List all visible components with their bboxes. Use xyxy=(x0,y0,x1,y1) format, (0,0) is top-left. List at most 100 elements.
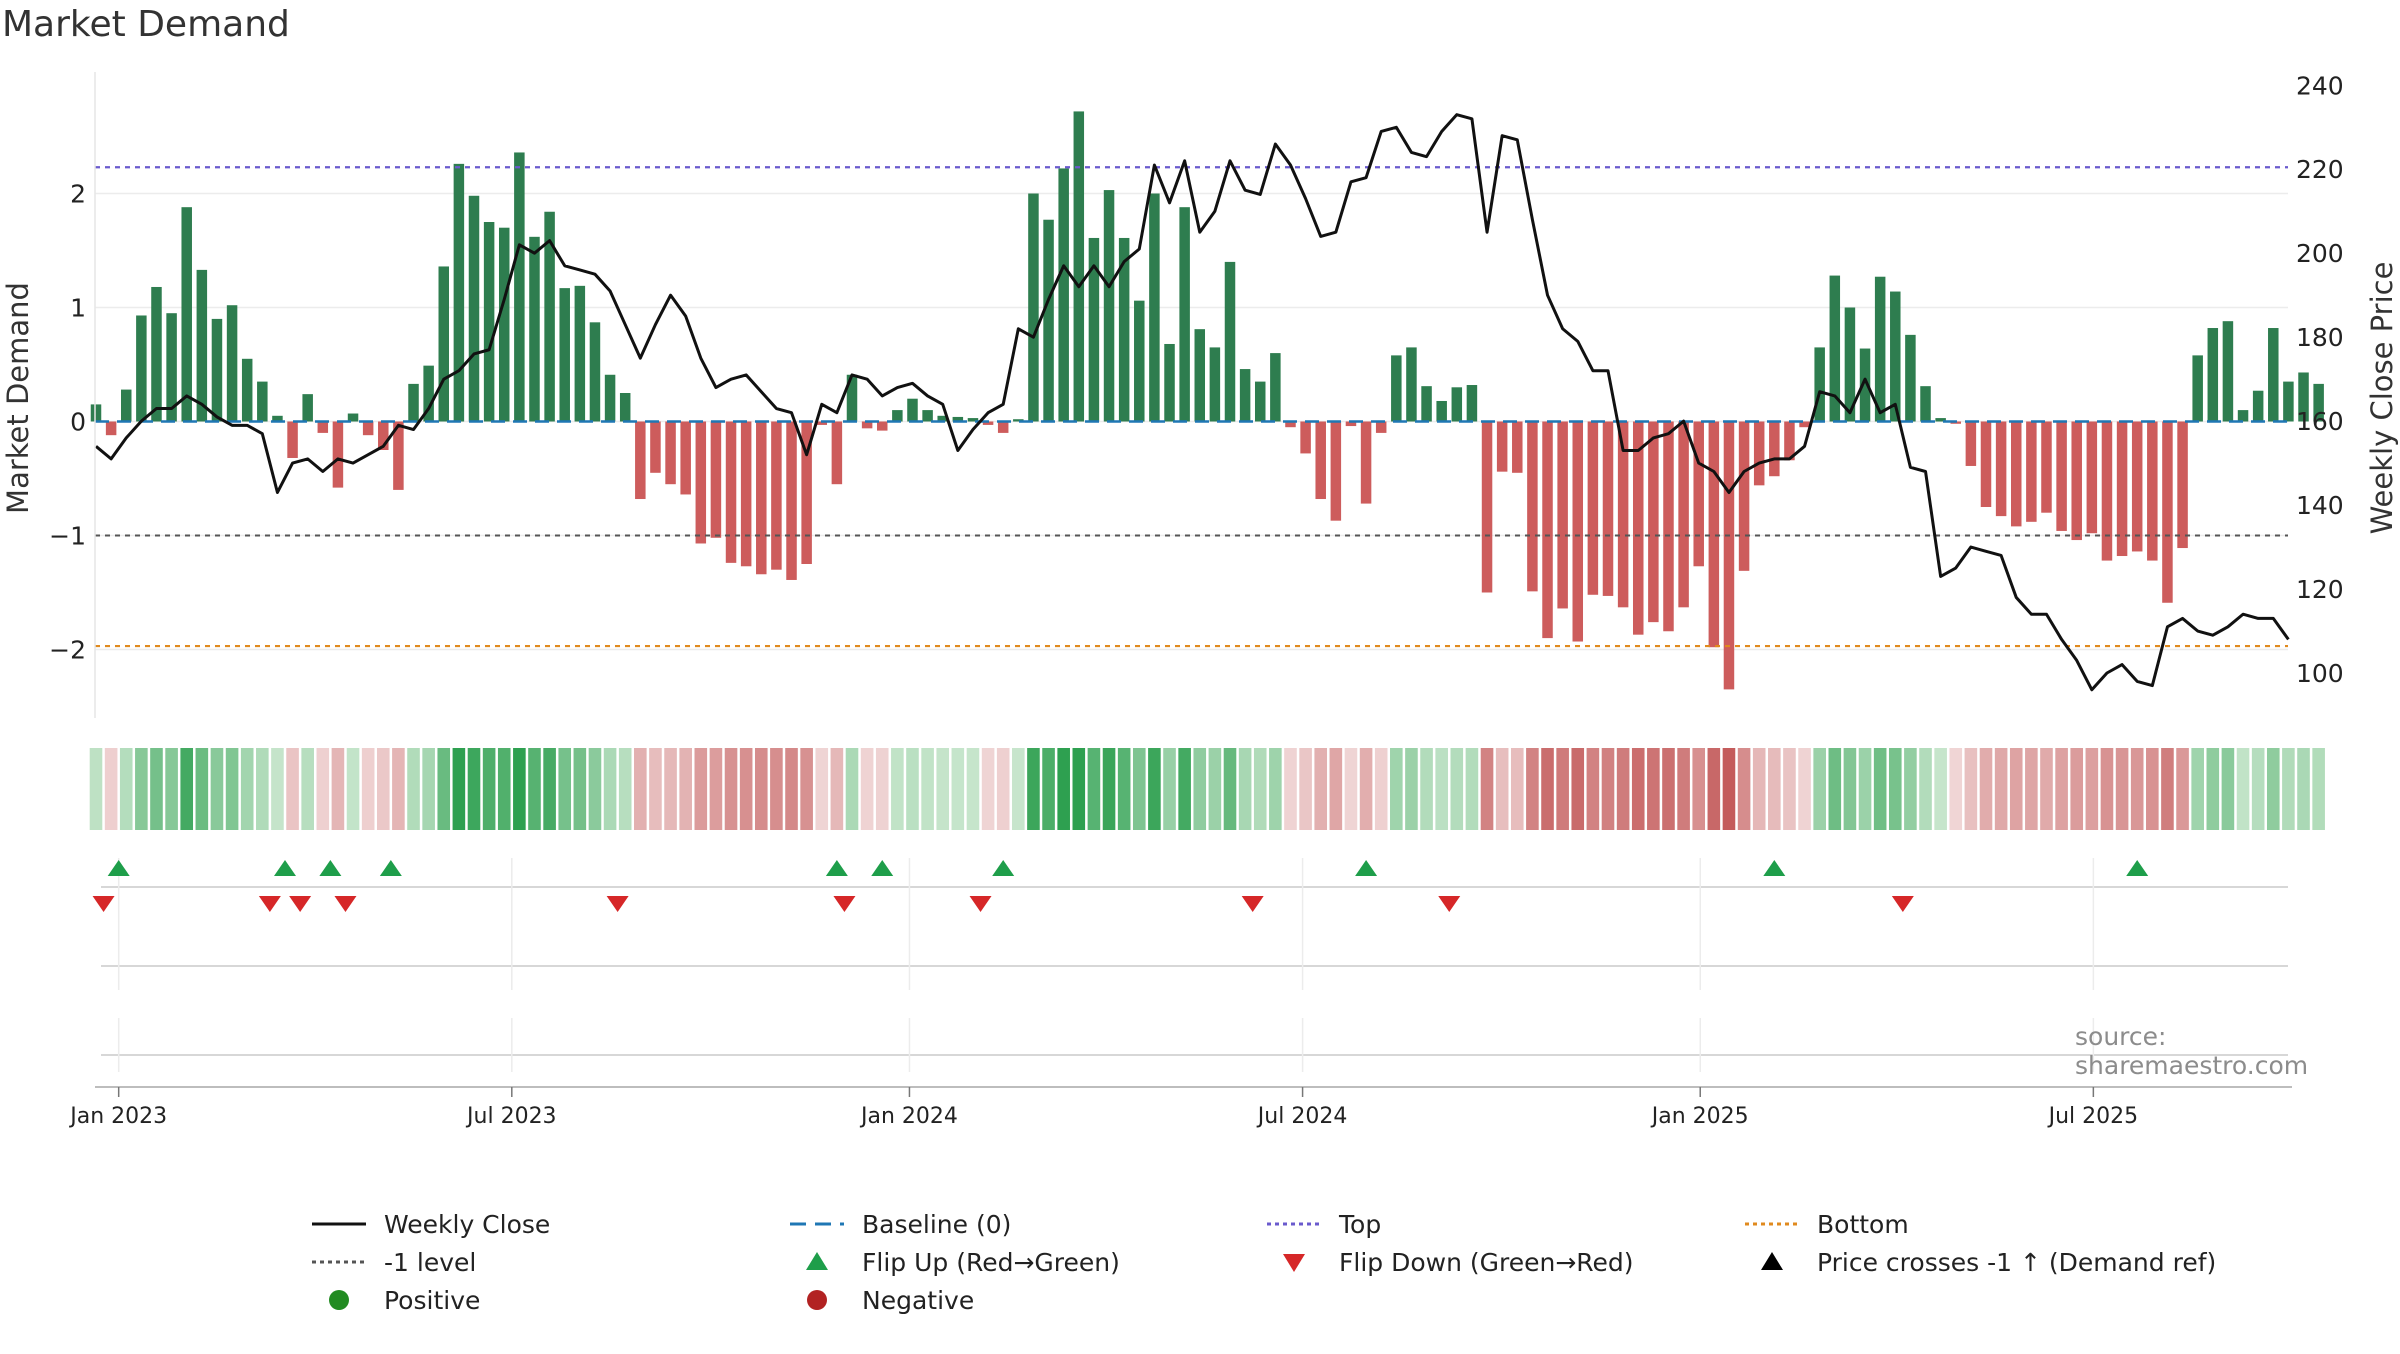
strip-cell xyxy=(1299,748,1312,830)
y-tick-label: 1 xyxy=(70,294,86,323)
demand-bar xyxy=(1693,421,1704,567)
demand-bar xyxy=(574,285,586,422)
demand-bar xyxy=(771,421,782,570)
demand-bar xyxy=(665,421,676,485)
legend-label: Flip Up (Red→Green) xyxy=(862,1247,1120,1277)
strip-cell xyxy=(2312,748,2325,830)
demand-bar xyxy=(1859,348,1871,422)
strip-cell xyxy=(1027,748,1040,830)
flip-up-marker xyxy=(2126,860,2149,876)
x-tick-label: Jul 2023 xyxy=(465,1104,557,1129)
strip-cell xyxy=(361,748,375,830)
x-tick-label: Jul 2024 xyxy=(1256,1104,1348,1129)
legend-item-top: Top xyxy=(1263,1205,1381,1243)
weekly-close-line xyxy=(95,113,2290,692)
strip-cell xyxy=(649,748,662,830)
strip-cell xyxy=(89,748,103,830)
demand-bar xyxy=(740,421,752,567)
demand-bar xyxy=(498,227,510,422)
legend-line-dot-icon xyxy=(312,1260,366,1264)
demand-bar xyxy=(408,383,419,422)
demand-bar xyxy=(362,421,374,436)
demand-bar xyxy=(1738,421,1750,571)
demand-bar xyxy=(1935,418,1946,422)
demand-bar xyxy=(1723,421,1735,690)
legend-item-minus-one: -1 level xyxy=(308,1243,476,1281)
flip-down-marker xyxy=(92,896,115,912)
y-tick-label: −2 xyxy=(49,636,86,665)
demand-bar xyxy=(1345,421,1357,427)
strip-cell xyxy=(2206,748,2220,830)
flip-up-marker xyxy=(992,860,1015,876)
demand-bar xyxy=(559,288,570,422)
demand-bar xyxy=(2010,421,2022,527)
strip-cell xyxy=(664,748,677,830)
strip-cell xyxy=(2085,748,2099,830)
strip-cell xyxy=(724,748,738,830)
demand-bar xyxy=(151,286,162,422)
demand-bar xyxy=(257,381,268,422)
strip-cell xyxy=(2236,748,2250,830)
demand-bar xyxy=(1406,347,1417,422)
strip-cell xyxy=(1435,748,1448,830)
demand-bar xyxy=(211,318,223,422)
strip-cell xyxy=(875,748,889,830)
strip-cell xyxy=(240,748,254,830)
demand-bar xyxy=(1013,419,1024,422)
strip-cell xyxy=(891,748,904,830)
flip-down-marker xyxy=(258,896,281,912)
strip-cell xyxy=(1828,748,1842,830)
strip-cell xyxy=(2115,748,2129,830)
strip-cell xyxy=(1888,748,1902,830)
demand-bar xyxy=(1769,421,1780,477)
legend-line-dash-icon xyxy=(790,1222,844,1226)
y2-tick-label: 140 xyxy=(2296,491,2344,520)
demand-bar xyxy=(1602,421,1614,596)
strip-cell xyxy=(845,748,859,830)
strip-cell xyxy=(1798,748,1811,830)
flip-down-marker xyxy=(833,896,856,912)
demand-bar xyxy=(1134,300,1145,422)
demand-bar xyxy=(2192,355,2203,422)
x-tick-label: Jan 2023 xyxy=(68,1104,167,1129)
demand-bar xyxy=(181,207,192,422)
demand-bar xyxy=(801,421,812,564)
strip-cell xyxy=(1601,748,1615,830)
source-note: source: sharemaestro.com xyxy=(2075,1022,2309,1080)
strip-cell xyxy=(1087,748,1101,830)
flip-up-marker xyxy=(871,860,894,876)
demand-bar xyxy=(1844,307,1856,422)
strip-cell xyxy=(1102,748,1116,830)
demand-bar xyxy=(1678,421,1689,608)
flip-down-marker xyxy=(334,896,357,912)
demand-bar xyxy=(1073,111,1085,422)
strip-cell xyxy=(1722,748,1736,830)
demand-bar xyxy=(166,313,177,422)
y2-tick-label: 100 xyxy=(2296,659,2344,688)
demand-bar xyxy=(1043,219,1054,422)
legend-label: Flip Down (Green→Red) xyxy=(1339,1247,1634,1277)
strip-cell xyxy=(2282,748,2295,830)
strip-cell xyxy=(800,748,813,830)
strip-cell xyxy=(1480,748,1494,830)
strip-cell xyxy=(1495,748,1509,830)
demand-bar xyxy=(756,421,767,575)
legend-label: Baseline (0) xyxy=(862,1209,1012,1239)
demand-bar xyxy=(2041,421,2052,513)
demand-bar xyxy=(1557,421,1568,609)
strip-cell xyxy=(482,748,496,830)
strip-cell xyxy=(1813,748,1826,830)
strip-cell xyxy=(2070,748,2084,830)
strip-cell xyxy=(754,748,768,830)
strip-cell xyxy=(2221,748,2235,830)
demand-bar xyxy=(1542,421,1553,639)
strip-cell xyxy=(2297,748,2310,830)
demand-bar xyxy=(1391,355,1402,422)
strip-cell xyxy=(104,748,118,830)
strip-cell xyxy=(1768,748,1781,830)
demand-bar xyxy=(302,394,313,422)
demand-bar xyxy=(1814,347,1825,422)
demand-bar xyxy=(483,222,495,422)
demand-bar xyxy=(1209,347,1221,422)
demand-bar xyxy=(2026,421,2037,522)
